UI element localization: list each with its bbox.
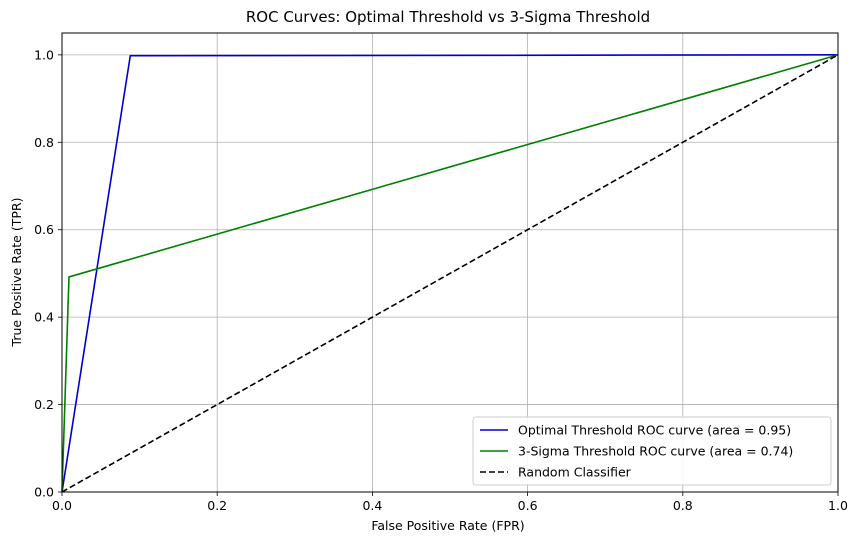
y-axis-label: True Positive Rate (TPR) [9, 198, 24, 348]
series-line-3-sigma-threshold-roc-cu [61, 54, 839, 493]
y-tick-label: 0.4 [34, 310, 54, 325]
legend-entry-label: Optimal Threshold ROC curve (area = 0.95… [518, 423, 791, 438]
plot-area-frame [61, 32, 839, 493]
y-tick-label: 0.2 [34, 397, 54, 412]
y-tick-label: 0.6 [34, 222, 54, 237]
legend-box [472, 416, 832, 486]
y-tick-label: 1.0 [34, 47, 54, 62]
x-tick-label: 0.0 [52, 498, 72, 513]
x-axis-ticks: 0.0 0.2 0.4 0.6 0.8 1.0 [52, 492, 848, 513]
plot-lines [61, 54, 839, 493]
legend-entry-label: Random Classifier [518, 465, 632, 480]
y-tick-label: 0.0 [34, 485, 54, 500]
x-tick-label: 1.0 [828, 498, 848, 513]
legend-entry-label: 3-Sigma Threshold ROC curve (area = 0.74… [518, 444, 793, 459]
series-line-optimal-threshold-roc-cu [61, 54, 839, 493]
legend: Optimal Threshold ROC curve (area = 0.95… [472, 416, 832, 486]
y-tick-label: 0.8 [34, 135, 54, 150]
x-tick-label: 0.2 [207, 498, 227, 513]
chart-title: ROC Curves: Optimal Threshold vs 3-Sigma… [246, 8, 650, 26]
series-line-random-classifier [61, 54, 839, 493]
x-tick-label: 0.6 [518, 498, 538, 513]
x-axis-label: False Positive Rate (FPR) [371, 518, 524, 533]
y-axis-ticks: 0.0 0.2 0.4 0.6 0.8 1.0 [34, 47, 62, 500]
x-tick-label: 0.8 [673, 498, 693, 513]
x-tick-label: 0.4 [362, 498, 382, 513]
